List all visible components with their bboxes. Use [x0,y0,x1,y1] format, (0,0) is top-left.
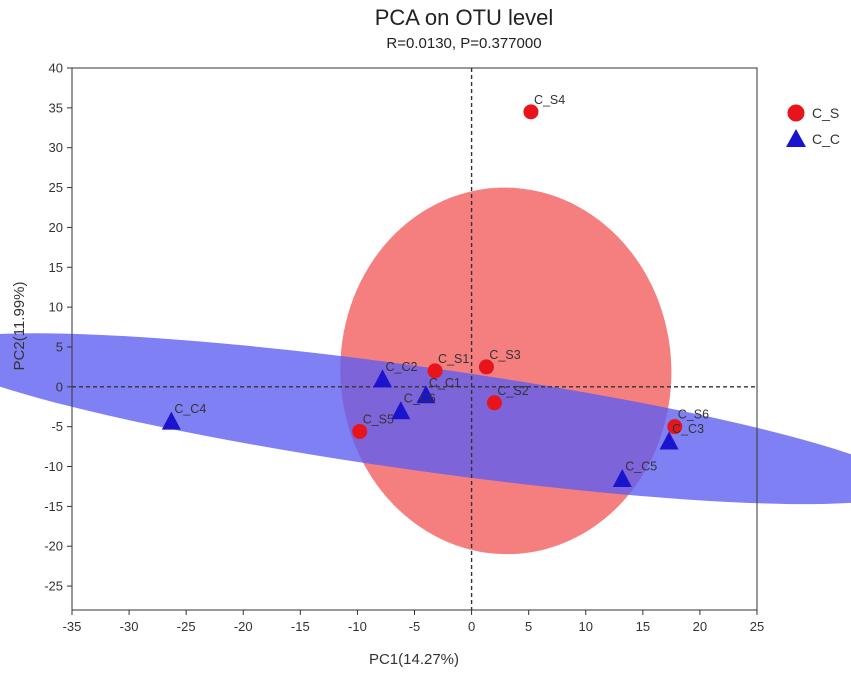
point-label: C_C5 [625,459,657,473]
confidence-ellipses [0,187,851,555]
y-tick-label: 40 [49,61,63,76]
point-c-c5 [612,468,632,487]
x-tick-label: 15 [636,619,650,634]
x-tick-label: 0 [468,619,475,634]
data-points: C_S1 C_S2 C_S3 C_S4 C_S5 C_S6 C_C1 C_C2 C_C3 C_C4… [161,93,709,487]
x-tick-label: -5 [409,619,421,634]
x-tick-label: 10 [579,619,593,634]
legend-marker-circle [787,104,805,122]
chart-subtitle: R=0.0130, P=0.377000 [386,35,541,52]
y-tick-label: -10 [44,459,63,474]
legend-marker-triangle [786,129,806,147]
x-tick-label: -10 [348,619,367,634]
y-tick-label: -20 [44,539,63,554]
x-axis-ticks: -35 -30 -25 -20 -15 -10 -5 0 5 10 15 20 25 [63,610,764,634]
point-c-s6 [667,419,683,435]
point-c-c3 [659,431,679,450]
point-c-s3 [478,359,494,375]
point-c-c2 [373,369,393,388]
point-c-s2 [486,395,502,411]
y-tick-label: 30 [49,140,63,155]
x-tick-label: 20 [693,619,707,634]
point-c-s4 [523,104,539,120]
ellipse-c-c [0,333,851,505]
x-tick-label: -30 [120,619,139,634]
point-c-c1 [416,385,436,404]
x-tick-label: -20 [234,619,253,634]
y-axis-label: PC2(11.99%) [11,282,28,371]
point-c-c6 [391,401,411,420]
legend-label: C_C [812,131,840,147]
point-c-s5 [352,423,368,439]
y-tick-label: -15 [44,499,63,514]
point-label: C_C2 [386,360,418,374]
x-tick-label: -25 [177,619,196,634]
x-tick-label: -35 [63,619,82,634]
y-tick-label: 10 [49,300,63,315]
point-c-c4 [161,411,181,430]
point-label: C_S2 [497,384,528,398]
x-tick-label: -15 [291,619,310,634]
y-tick-label: -5 [51,419,63,434]
point-label: C_C3 [672,422,704,436]
y-tick-label: -25 [44,579,63,594]
y-axis-ticks: -25 -20 -15 -10 -5 0 5 10 15 20 25 30 35 40 [44,61,72,594]
point-label: C_S5 [363,412,394,426]
y-tick-label: 25 [49,180,63,195]
point-c-s1 [427,363,443,379]
legend-label: C_S [812,105,839,121]
point-label: C_S6 [678,408,709,422]
point-label: C_S3 [489,348,520,362]
point-label: C_C4 [174,402,206,416]
y-tick-label: 15 [49,260,63,275]
x-tick-label: 25 [750,619,764,634]
legend: C_S C_C [786,104,840,147]
x-tick-label: 5 [525,619,532,634]
y-tick-label: 0 [56,379,63,394]
point-label: C_C1 [429,376,461,390]
point-label: C_S1 [438,352,469,366]
y-tick-label: 20 [49,220,63,235]
chart-title: PCA on OTU level [375,5,554,30]
point-label: C_S4 [534,93,565,107]
zero-reference-lines [72,68,757,610]
x-axis-label: PC1(14.27%) [369,651,459,668]
y-tick-label: 35 [49,100,63,115]
y-tick-label: 5 [56,339,63,354]
point-label: C_C6 [404,392,436,406]
